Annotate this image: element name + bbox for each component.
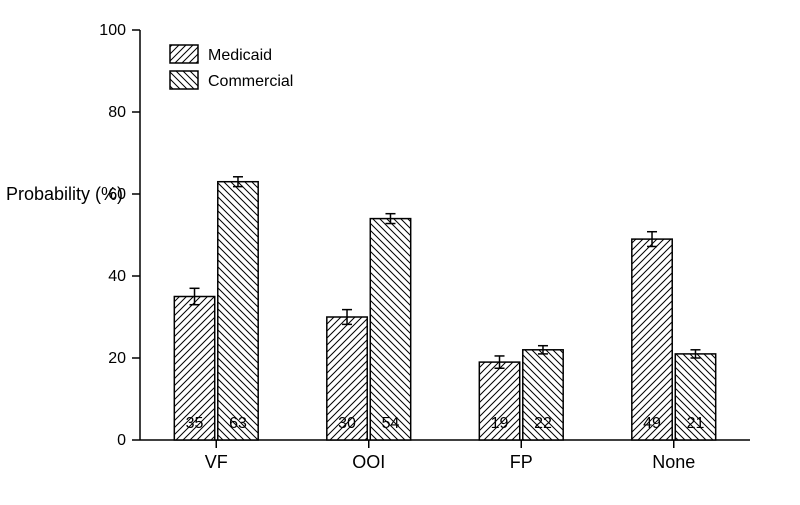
bar-value-label: 54 [382, 415, 400, 432]
chart-legend: Medicaid Commercial [170, 45, 293, 90]
x-category-label: None [652, 452, 695, 472]
y-tick-label: 40 [108, 268, 126, 285]
y-tick-label: 80 [108, 104, 126, 121]
y-tick-label: 20 [108, 350, 126, 367]
legend-label: Commercial [208, 73, 293, 90]
chart-error-bars [190, 177, 701, 368]
bar-value-label: 21 [687, 415, 705, 432]
y-tick-label: 0 [117, 432, 126, 449]
bar-value-label: 35 [186, 415, 204, 432]
legend-label: Medicaid [208, 47, 272, 64]
bar-value-label: 19 [491, 415, 509, 432]
bar-value-label: 22 [534, 415, 552, 432]
legend-swatch-medicaid [170, 45, 198, 63]
x-category-label: OOI [352, 452, 385, 472]
bar-commercial-ooi [370, 219, 410, 440]
bar-value-label: 30 [338, 415, 356, 432]
y-axis-label: Probability (%) [6, 184, 123, 204]
bar-medicaid-none [632, 239, 672, 440]
x-category-label: FP [510, 452, 533, 472]
probability-bar-chart: 020406080100VFOOIFPNone 3530194963542221… [0, 0, 800, 505]
y-tick-label: 100 [99, 22, 126, 39]
bar-commercial-vf [218, 182, 258, 440]
chart-bars [174, 182, 715, 440]
chart-bar-labels: 35 30 19 49 63 54 22 21 [186, 415, 705, 432]
bar-value-label: 63 [229, 415, 247, 432]
bar-value-label: 49 [643, 415, 661, 432]
legend-swatch-commercial [170, 71, 198, 89]
x-category-label: VF [205, 452, 228, 472]
